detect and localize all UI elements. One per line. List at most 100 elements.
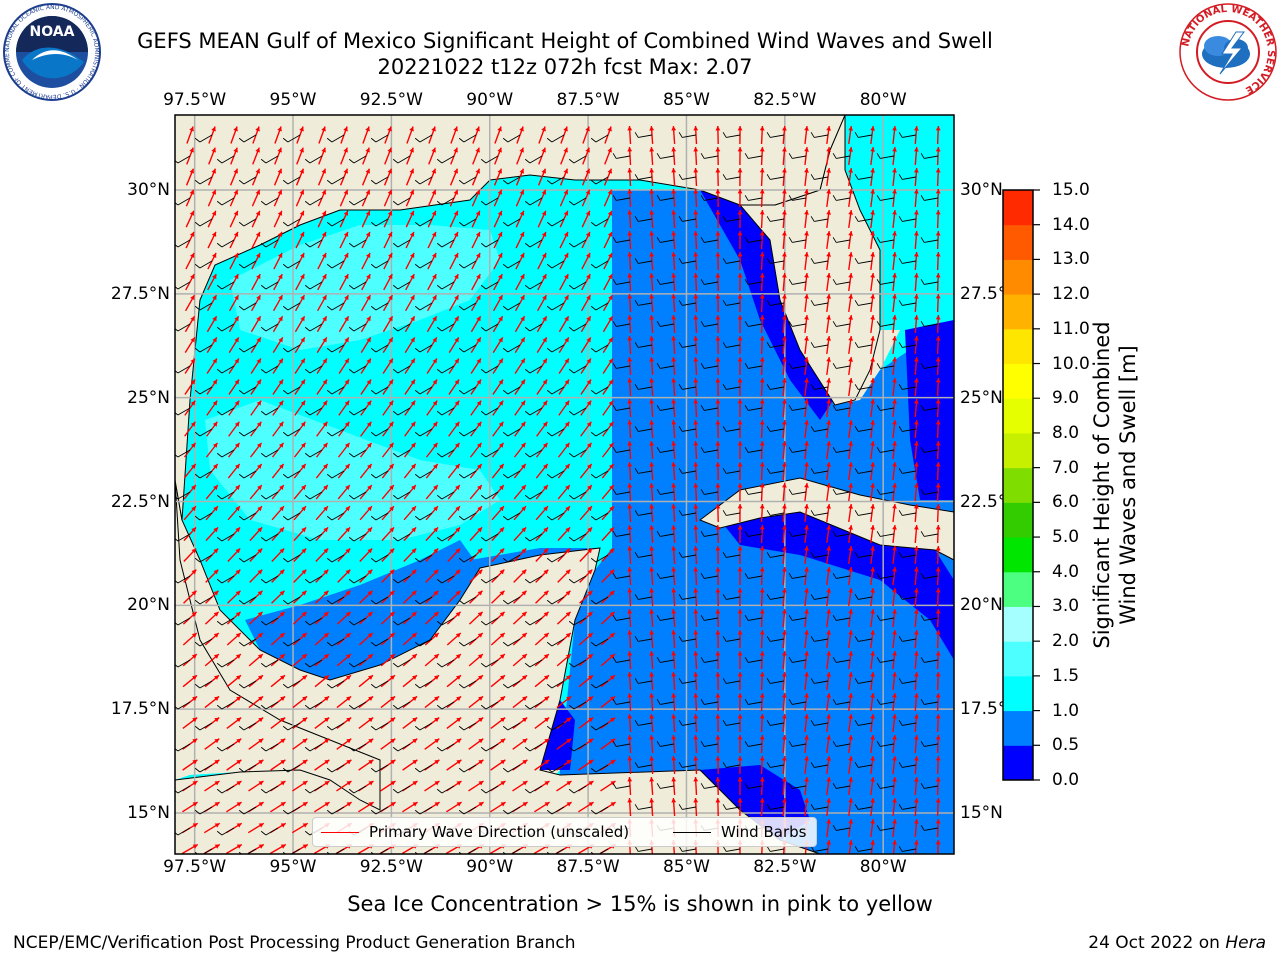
wave-arrow-head-676	[433, 527, 439, 533]
wave-arrow-head-473	[586, 400, 592, 406]
wave-arrow-head-50	[519, 147, 524, 153]
wave-arrow-head-865	[737, 630, 743, 635]
wave-arrow-head-129	[715, 189, 721, 194]
wave-arrow-head-113	[365, 189, 371, 195]
wave-arrow-head-53	[585, 147, 590, 153]
wind-barb-829	[700, 615, 719, 621]
wave-arrow-head-1076	[759, 756, 765, 761]
wave-arrow-head-653	[693, 504, 699, 509]
wave-arrow-head-242	[892, 252, 897, 257]
wave-arrow-head-780	[411, 590, 417, 596]
wind-barb-659	[810, 510, 829, 516]
wind-barb-1191	[194, 848, 213, 854]
wave-arrow-head-8	[365, 126, 370, 132]
wave-arrow-head-251	[322, 274, 327, 280]
wave-arrow-head-438	[586, 379, 592, 385]
wind-barb-903	[788, 657, 807, 663]
wave-arrow-head-250	[300, 274, 305, 280]
wind-barb-59	[700, 153, 719, 159]
wave-arrow-head-192	[563, 231, 569, 237]
wave-arrow-head-236	[759, 252, 765, 257]
wind-barb-949	[260, 701, 279, 710]
wave-arrow-head-309	[826, 294, 831, 299]
wave-arrow-head-507	[564, 421, 570, 427]
wind-barb-419	[920, 363, 939, 369]
wave-arrow-head-803	[913, 588, 919, 593]
wave-arrow-head-746	[433, 569, 439, 575]
wave-arrow-head-1045	[848, 735, 854, 740]
wave-arrow-head-745	[411, 569, 417, 575]
colorbar-swatch-9	[1003, 432, 1033, 469]
wave-arrow-head-128	[693, 189, 699, 194]
wave-arrow-head-1016	[214, 738, 220, 744]
wind-barb-969	[700, 699, 719, 705]
wave-arrow-head-777	[345, 590, 351, 596]
wave-arrow-head-505	[520, 421, 526, 427]
wave-arrow-head-782	[455, 590, 461, 596]
wave-arrow-head-12	[453, 126, 458, 132]
wave-arrow-head-1111	[759, 777, 765, 782]
wave-arrow-head-607	[455, 485, 460, 491]
wave-arrow-head-95	[737, 168, 743, 173]
wave-arrow-head-76	[321, 168, 326, 174]
wave-arrow-head-398	[476, 358, 481, 364]
wind-barb-1001	[634, 720, 653, 726]
wave-arrow-head-1191	[214, 844, 220, 849]
wave-arrow-head-459	[278, 400, 284, 406]
wind-barb-707	[326, 554, 345, 563]
lat-tick-left-3: 22.5°N	[110, 491, 170, 512]
wind-barb-259	[480, 281, 499, 290]
wave-arrow-head-719	[609, 548, 615, 554]
wave-arrow-head-55	[627, 147, 633, 152]
wave-arrow-head-790	[627, 588, 633, 593]
wave-arrow-head-1097	[456, 781, 462, 786]
wind-barb-699	[920, 531, 939, 537]
wave-arrow-head-813	[367, 611, 373, 617]
wind-barb-193	[568, 239, 587, 248]
wind-barb-671	[304, 533, 323, 542]
wave-arrow-head-296	[542, 295, 547, 301]
wave-arrow-head-598	[257, 485, 262, 491]
wind-barb-391	[304, 365, 323, 374]
wave-arrow-head-122	[563, 189, 569, 195]
wave-arrow-head-444	[715, 378, 721, 383]
wind-barb-397	[436, 365, 455, 374]
wind-barb-1021	[304, 743, 323, 752]
wave-arrow-head-167	[782, 210, 787, 215]
wave-arrow-head-390	[300, 358, 305, 364]
wave-arrow-head-1095	[412, 781, 418, 786]
wind-barb-1151	[854, 804, 873, 810]
wind-barb-529	[260, 449, 279, 458]
wave-arrow-head-749	[499, 569, 505, 575]
wave-arrow-head-520	[848, 420, 854, 425]
wave-arrow-head-256	[432, 274, 437, 280]
wave-arrow-head-383	[913, 336, 919, 341]
wave-arrow-head-668	[257, 527, 263, 533]
wind-barb-927	[546, 680, 565, 689]
wind-barb-1135	[502, 806, 521, 815]
wave-arrow-head-822	[565, 611, 571, 617]
wave-arrow-head-247	[234, 274, 239, 280]
wave-arrow-head-173	[913, 210, 919, 215]
wave-arrow-head-321	[322, 316, 327, 322]
wave-arrow-head-670	[301, 527, 307, 533]
wave-arrow-head-744	[389, 569, 395, 575]
wind-barb-117	[436, 197, 455, 206]
wave-arrow-head-1118	[913, 777, 919, 782]
wave-arrow-head-379	[826, 336, 831, 341]
wave-arrow-head-443	[693, 378, 699, 383]
wave-arrow-head-145	[299, 210, 305, 216]
wave-arrow-head-582	[671, 462, 677, 467]
wind-barb-951	[304, 701, 323, 710]
wind-barb-25	[722, 132, 741, 138]
wave-arrow-head-497	[344, 421, 350, 427]
wave-arrow-head-388	[256, 358, 261, 364]
wind-barb-281	[194, 302, 213, 311]
wave-arrow-head-355	[300, 337, 305, 343]
wind-barb-811	[304, 617, 323, 626]
wave-arrow-head-908	[913, 651, 919, 656]
wave-arrow-head-860	[627, 630, 633, 635]
map-legend: Primary Wave Direction (unscaled) Wind B…	[312, 817, 817, 847]
wave-arrow-head-187	[453, 231, 459, 237]
wind-barb-413	[788, 363, 807, 369]
